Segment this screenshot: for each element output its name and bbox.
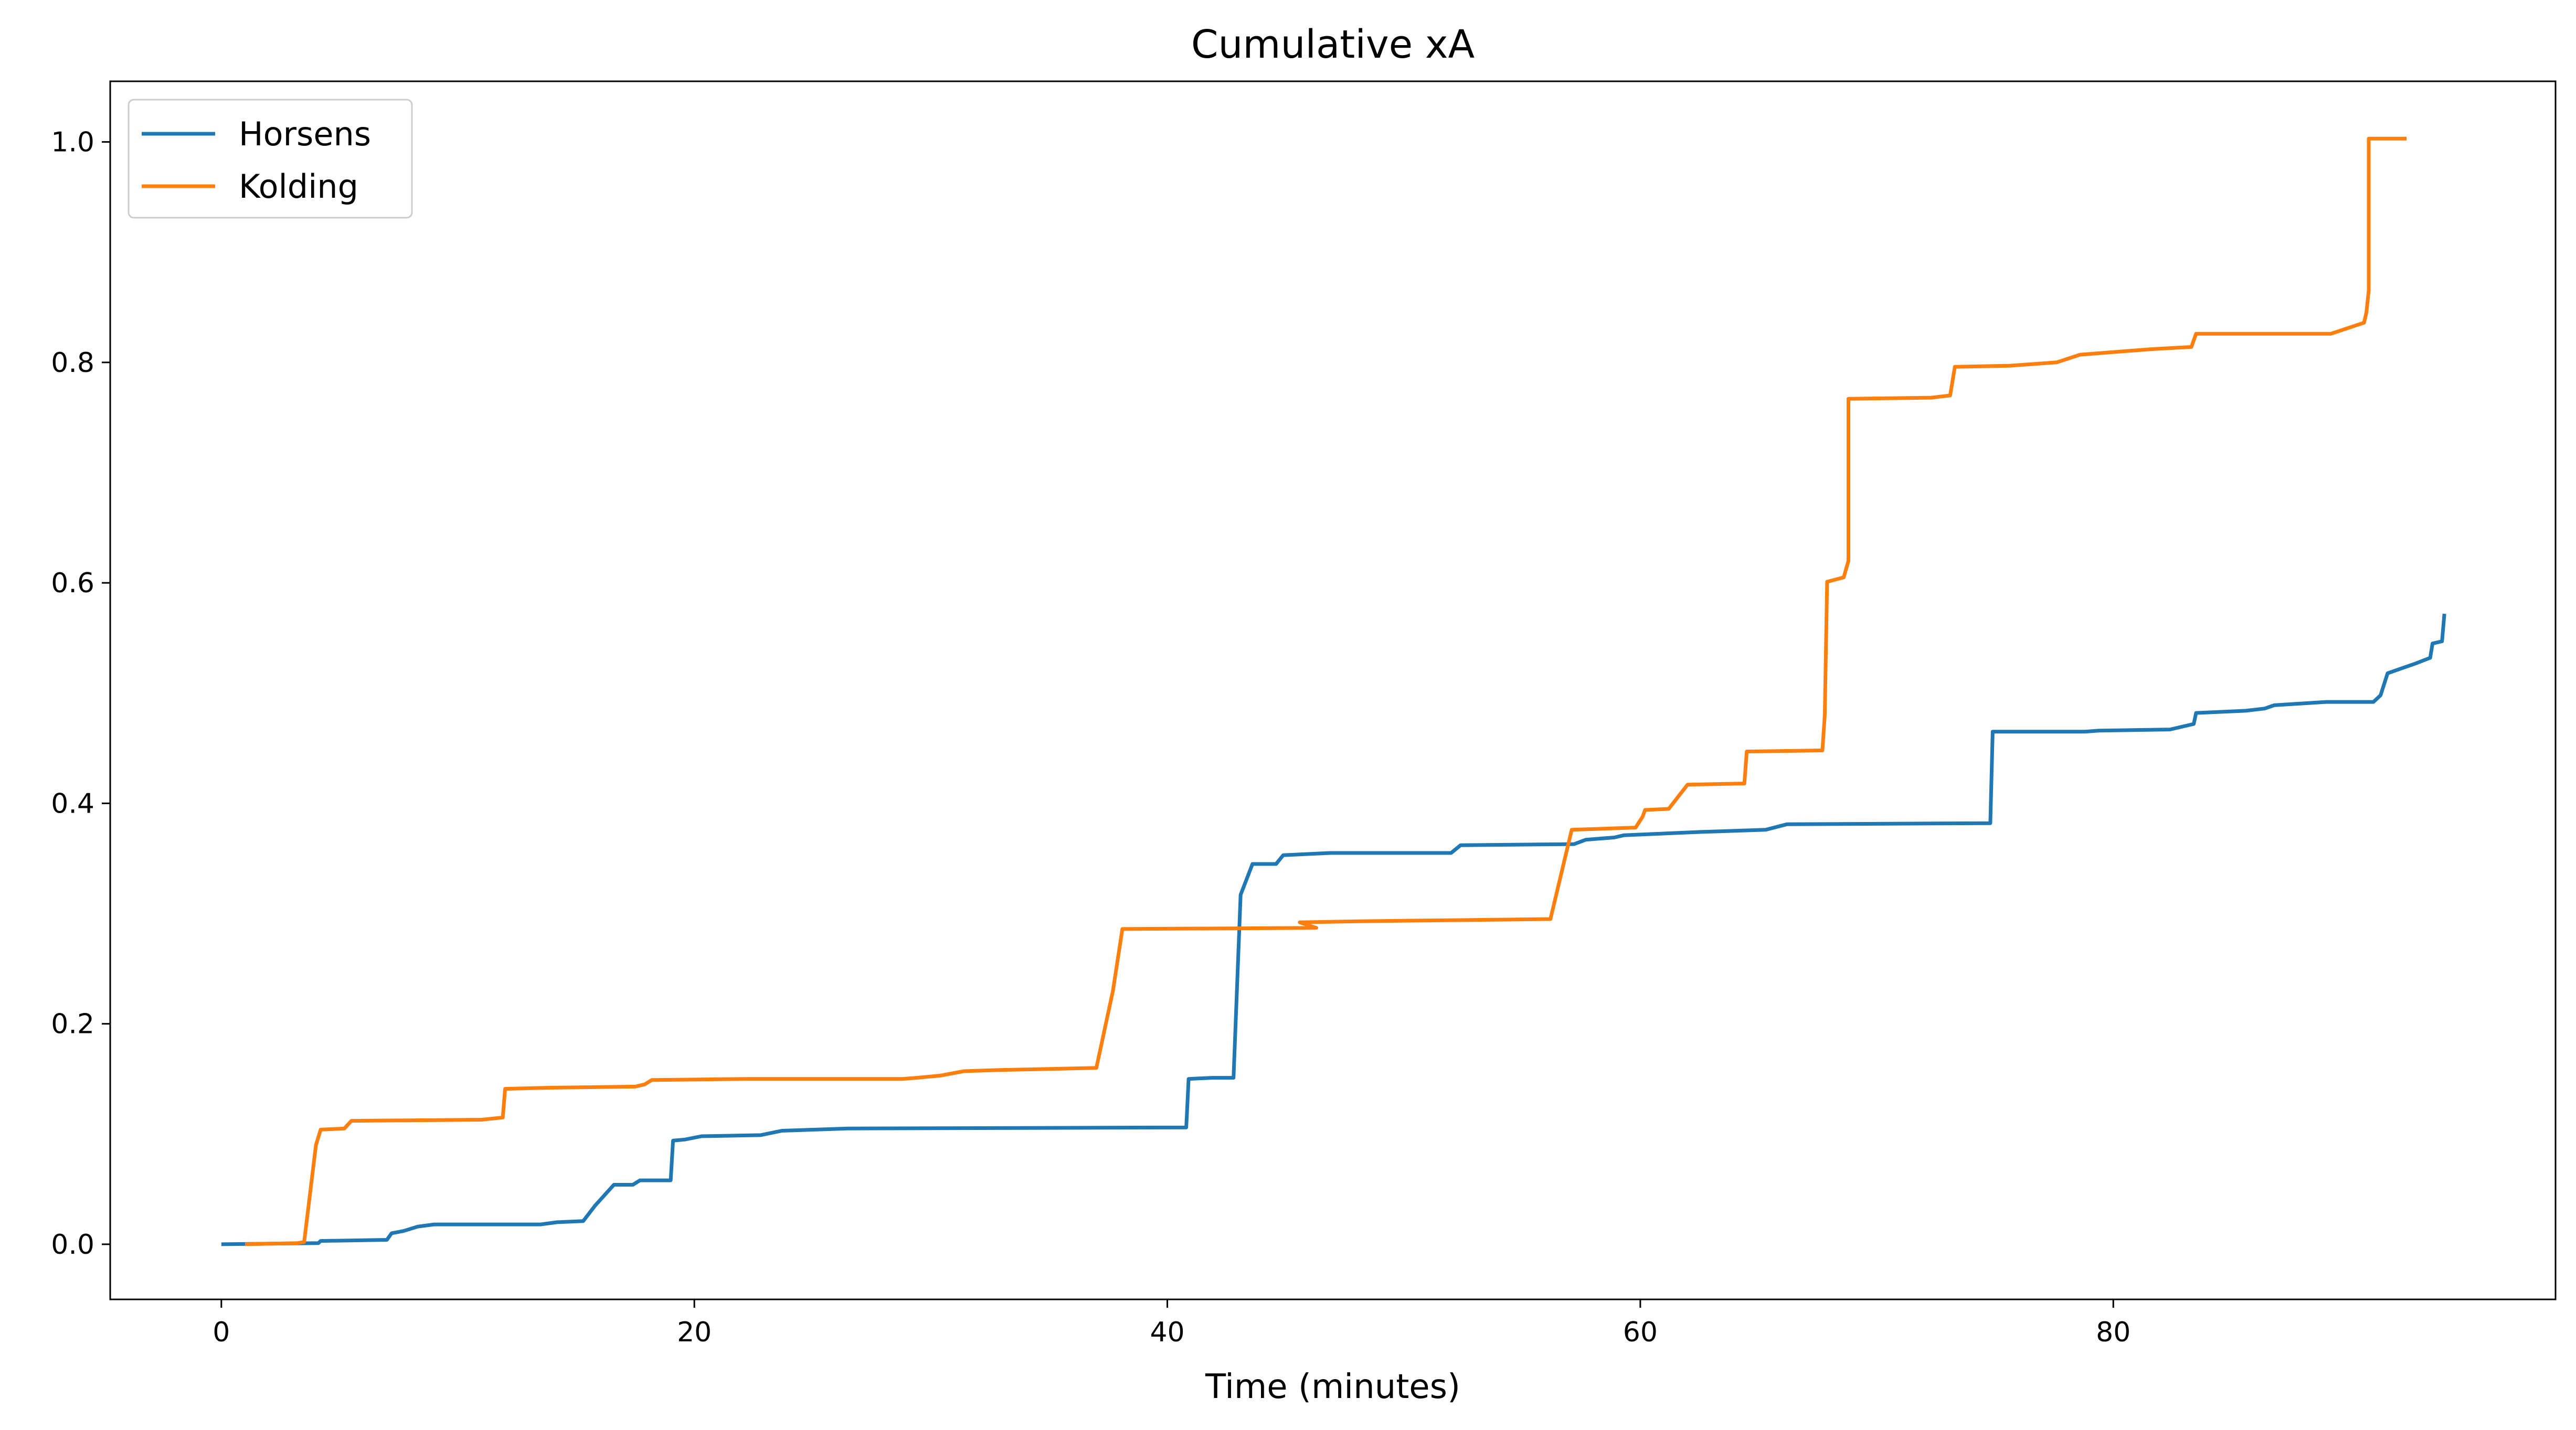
x-tick-label: 0 [213, 1317, 230, 1348]
x-tick-label: 60 [1623, 1317, 1658, 1348]
y-tick-label: 0.2 [51, 1009, 94, 1040]
chart-title: Cumulative xA [1191, 22, 1475, 67]
x-tick-label: 80 [2096, 1317, 2130, 1348]
x-tick-label: 40 [1150, 1317, 1184, 1348]
legend-box [128, 99, 413, 219]
y-tick-label: 1.0 [51, 127, 94, 158]
series-line-kolding [245, 136, 2407, 1246]
y-axis: 0.0 0.2 0.4 0.6 0.8 1.0 [51, 127, 110, 1261]
y-tick-label: 0.4 [51, 788, 94, 819]
plot-area [109, 80, 2557, 1300]
y-tick-label: 0.8 [51, 347, 94, 379]
y-tick-label: 0.6 [51, 568, 94, 599]
legend-label-kolding: Kolding [239, 167, 358, 206]
legend: Horsens Kolding [128, 99, 413, 219]
y-tick-label: 0.0 [51, 1229, 94, 1261]
x-tick-label: 20 [677, 1317, 712, 1348]
x-axis: 0 20 40 60 80 [213, 1299, 2130, 1348]
series-layer [221, 136, 2446, 1246]
legend-label-horsens: Horsens [239, 115, 371, 153]
x-axis-title: Time (minutes) [1205, 1368, 1460, 1406]
series-line-horsens [221, 613, 2446, 1246]
